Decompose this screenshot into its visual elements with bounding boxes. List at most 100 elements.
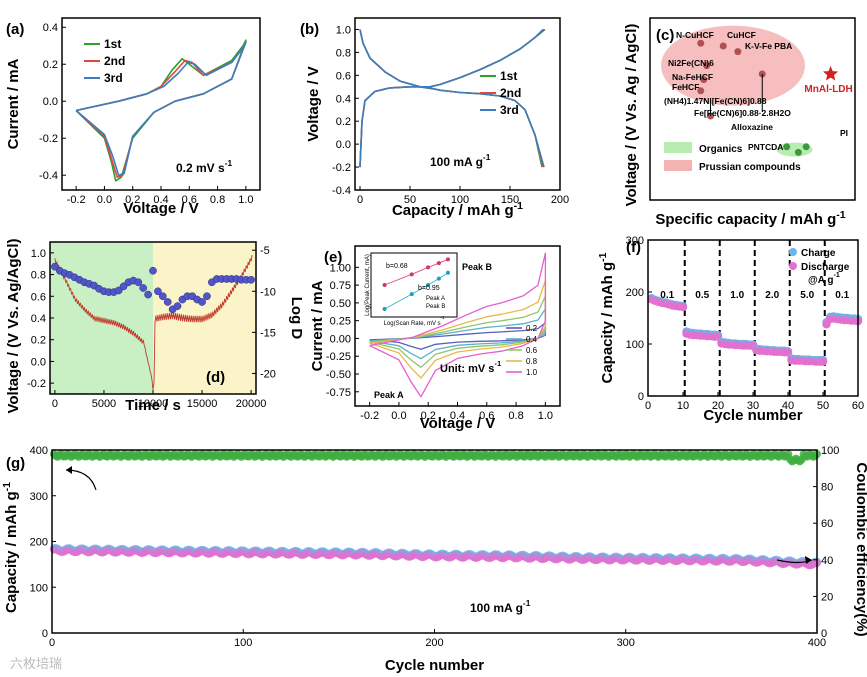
- panel-d: 0 5000 10000 15000 20000 -0.2 0.0 0.2 0.4 0.6 0.8 1…: [5, 238, 305, 414]
- data-point: [703, 62, 711, 70]
- point-label: FeHCF: [672, 82, 699, 92]
- logD-point: [51, 262, 59, 271]
- g-x-tick-label: 200: [425, 637, 443, 649]
- point-label: PI: [840, 128, 848, 138]
- y-axis-label: Capacity / mAh g-1: [1, 482, 20, 613]
- point-label: (NH4)1.47Ni[Fe(CN)6]0.88: [664, 96, 767, 106]
- legend-label: 2nd: [500, 86, 521, 100]
- b-y-tick-label: 0.2: [336, 116, 351, 128]
- data-point: [697, 39, 705, 47]
- discharge-point: [818, 357, 828, 366]
- y2-axis-label: Coulombic efficiency(%): [853, 462, 867, 636]
- y-axis-label: Voltage / V: [305, 66, 322, 142]
- inset-x-label: Log(Scan Rate, mV s-1: [384, 315, 445, 327]
- d-x-tick-label: 15000: [187, 398, 218, 410]
- panel-e: -0.2 0.0 0.2 0.4 0.6 0.8 1.0 -0.75 -0.50 -0.25 0.0…: [309, 245, 561, 432]
- inset-point-a: [436, 261, 441, 266]
- data-point: [734, 48, 742, 56]
- g-y2-tick-label: 100: [821, 445, 839, 457]
- panel-label-d: (d): [206, 369, 225, 386]
- x-axis-label: Cycle number: [703, 407, 802, 424]
- point-label: CuHCF: [727, 30, 756, 40]
- legend-label: 2nd: [104, 54, 125, 68]
- f-x-tick-label: 50: [817, 400, 829, 412]
- e-y-tick-label: -0.75: [326, 387, 351, 399]
- x-axis-label: Voltage / V: [420, 415, 496, 432]
- legend-label: Charge: [801, 248, 836, 259]
- legend-label: 3rd: [104, 71, 123, 85]
- data-point: [719, 42, 727, 50]
- legend-swatch: [789, 262, 797, 270]
- a-x-tick-label: 0.0: [97, 194, 112, 206]
- g-y2-tick-label: 40: [821, 555, 833, 567]
- cv-curve-1st: [75, 39, 247, 182]
- inset-point-a: [409, 272, 414, 277]
- panel-label-a: (a): [6, 21, 24, 38]
- e-y-tick-label: 0.25: [330, 316, 351, 328]
- voltage-trace: [54, 254, 253, 390]
- e-x-tick-label: 0.8: [508, 410, 523, 422]
- cv-curve-0.6: [369, 295, 547, 368]
- d-y2-tick-label: -20: [260, 368, 276, 380]
- f-x-tick-label: 60: [852, 400, 864, 412]
- d-y2-tick-label: -10: [260, 286, 276, 298]
- watermark-text: 六枚培瑞: [10, 656, 62, 671]
- b-x-tick-label: 150: [501, 194, 519, 206]
- f-x-tick-label: 0: [645, 400, 651, 412]
- cv-curve-0.8: [369, 279, 547, 379]
- d-y-tick-label: 1.0: [31, 248, 46, 260]
- g-y-tick-label: 100: [30, 582, 48, 594]
- d-y-tick-label: 0.6: [31, 291, 46, 303]
- inset-b-a: b=0.68: [386, 263, 408, 270]
- a-x-tick-label: -0.2: [67, 194, 86, 206]
- inset-y-label: Log(Peak Current, mA): [365, 254, 371, 316]
- y-axis-label: Voltage / (V Vs. Ag/AgCl): [5, 238, 22, 413]
- data-point: [802, 143, 810, 151]
- arrow-head: [805, 556, 812, 564]
- b-x-tick-label: 100: [451, 194, 469, 206]
- d-y2-tick-label: -15: [260, 327, 276, 339]
- g-x-tick-label: 100: [234, 637, 252, 649]
- y-axis-label: Current / mA: [309, 280, 326, 371]
- a-x-tick-label: 0.4: [153, 194, 168, 206]
- a-y-tick-label: 0.4: [43, 22, 58, 34]
- point-label: K-V-Fe PBA: [745, 41, 792, 51]
- current-density-label: 100 mA g-1: [430, 152, 491, 169]
- a-y-tick-label: -0.4: [39, 170, 58, 182]
- e-y-tick-label: 0.50: [330, 298, 351, 310]
- legend-label: Organics: [699, 144, 743, 155]
- f-y-tick-label: 300: [626, 235, 644, 247]
- prussian-region: [660, 25, 805, 106]
- g-x-tick-label: 0: [49, 637, 55, 649]
- arrow-head: [66, 466, 72, 474]
- rate-label: 0.5: [695, 290, 709, 301]
- d-y-tick-label: 0.4: [31, 313, 46, 325]
- b-y-tick-label: -0.4: [332, 185, 351, 197]
- logD-point: [134, 278, 143, 287]
- g-x-tick-label: 300: [617, 637, 635, 649]
- logD-point: [203, 292, 211, 301]
- discharge-curve-3rd: [359, 29, 545, 168]
- plot-frame: [51, 449, 818, 634]
- inset-point-b: [409, 292, 414, 297]
- x-axis-label: Cycle number: [385, 657, 484, 674]
- g-y2-tick-label: 0: [821, 628, 827, 640]
- legend-label: 0.4: [526, 335, 538, 344]
- logD-point: [114, 286, 123, 295]
- inset-point-b: [426, 283, 431, 287]
- f-x-tick-label: 30: [747, 400, 759, 412]
- unit-note: Unit: mV s-1: [440, 359, 502, 375]
- discharge-point: [678, 302, 688, 312]
- panel-label-b: (b): [300, 21, 319, 38]
- b-y-tick-label: 0.4: [336, 93, 351, 105]
- d-y-tick-label: 0.2: [31, 335, 46, 347]
- g-y2-tick-label: 80: [821, 482, 833, 494]
- logD-point: [163, 298, 172, 306]
- x-axis-label: Time / s: [125, 397, 181, 414]
- legend-label: 3rd: [500, 103, 519, 117]
- legend-label: Discharge: [801, 262, 850, 273]
- g-x-tick-label: 400: [808, 637, 826, 649]
- g-y2-tick-label: 20: [821, 591, 833, 603]
- inset-point-b: [445, 270, 450, 275]
